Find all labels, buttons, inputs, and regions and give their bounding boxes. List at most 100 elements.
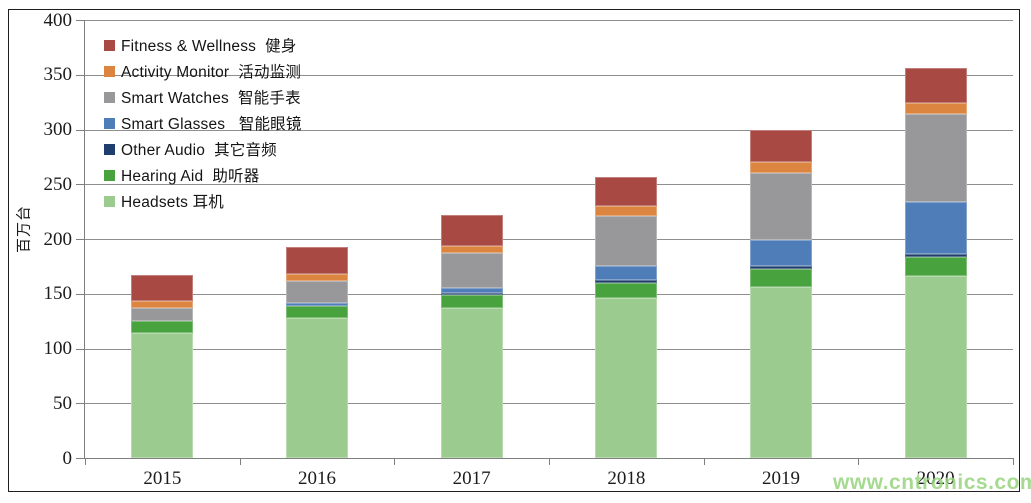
- bar-segment-smart-watches: [286, 280, 348, 303]
- bar-segment-other-audio: [595, 279, 658, 283]
- bar-segment-activity-monitor: [286, 274, 348, 281]
- legend: Fitness & Wellness 健身 Activity Monitor 活动…: [104, 32, 302, 214]
- bar-segment-hearing-aid: [440, 294, 503, 308]
- y-tick-mark: [76, 74, 85, 76]
- y-tick-label: 50: [53, 392, 72, 414]
- y-tick-label: 100: [43, 338, 73, 359]
- gridline: [85, 348, 1013, 350]
- y-tick-label: 0: [62, 447, 73, 469]
- y-tick-mark: [76, 239, 85, 240]
- bar-segment-smart-watches: [595, 216, 658, 267]
- y-tick-label: 400: [43, 9, 73, 31]
- x-category-label: 2016: [298, 468, 336, 489]
- x-category-label: 2019: [762, 468, 800, 489]
- x-category-label: 2018: [607, 468, 646, 489]
- bar-2019: [750, 129, 812, 458]
- bar-2018: [595, 176, 658, 458]
- y-tick-label: 250: [43, 173, 73, 195]
- bar-segment-fitness-wellness: [286, 246, 348, 275]
- bar-segment-smart-watches: [440, 253, 503, 289]
- gridline: [85, 293, 1013, 295]
- gridline: [85, 74, 1013, 76]
- bar-segment-fitness-wellness: [440, 214, 503, 246]
- legend-swatch-fitness-wellness: [104, 39, 115, 51]
- y-tick-mark: [76, 129, 85, 131]
- bar-segment-smart-glasses: [750, 240, 812, 267]
- legend-swatch-smart-glasses: [104, 117, 115, 129]
- legend-label-smart-watches: Smart Watches 智能手表: [121, 90, 301, 107]
- legend-item-headsets: Headsets 耳机: [104, 188, 302, 214]
- legend-item-fitness-wellness: Fitness & Wellness 健身: [104, 32, 302, 58]
- y-tick-label: 300: [43, 119, 73, 140]
- x-category-label: 2020: [916, 468, 955, 489]
- bar-segment-hearing-aid: [595, 282, 658, 299]
- x-category-label: 2017: [452, 468, 491, 489]
- bar-segment-fitness-wellness: [904, 68, 967, 104]
- bar-segment-hearing-aid: [131, 321, 194, 334]
- bar-segment-hearing-aid: [904, 256, 967, 277]
- legend-swatch-other-audio: [104, 143, 115, 155]
- bar-segment-headsets: [440, 308, 503, 458]
- x-tick-mark: [394, 459, 396, 465]
- bar-segment-other-audio: [904, 254, 967, 257]
- legend-label-fitness-wellness: Fitness & Wellness 健身: [121, 38, 297, 55]
- x-tick-mark: [549, 459, 550, 465]
- y-tick-label: 150: [43, 283, 73, 305]
- bar-segment-other-audio: [750, 266, 812, 269]
- bar-segment-headsets: [904, 276, 967, 458]
- bar-segment-hearing-aid: [750, 268, 812, 288]
- bar-segment-fitness-wellness: [750, 129, 812, 163]
- y-tick-mark: [76, 348, 85, 350]
- legend-label-other-audio: Other Audio 其它音频: [121, 142, 277, 159]
- legend-label-hearing-aid: Hearing Aid 助听器: [121, 168, 260, 185]
- bar-segment-smart-glasses: [286, 302, 348, 306]
- bar-segment-headsets: [131, 333, 194, 458]
- gridline: [85, 403, 1013, 405]
- x-tick-mark: [85, 459, 86, 465]
- x-tick-mark: [858, 459, 860, 465]
- bar-segment-other-audio: [440, 292, 503, 295]
- bar-segment-smart-watches: [131, 308, 194, 322]
- watermark: www.cntronics.com: [833, 471, 1031, 494]
- legend-label-activity-monitor: Activity Monitor 活动监测: [121, 64, 302, 81]
- legend-swatch-activity-monitor: [104, 65, 115, 77]
- bar-segment-activity-monitor: [750, 162, 812, 174]
- legend-label-headsets: Headsets 耳机: [121, 194, 224, 211]
- legend-label-smart-glasses: Smart Glasses 智能眼镜: [121, 116, 302, 133]
- x-tick-mark: [703, 459, 705, 465]
- bar-2016: [286, 246, 348, 458]
- bar-2020: [904, 68, 967, 458]
- gridline: [85, 129, 1013, 131]
- bar-segment-activity-monitor: [131, 301, 194, 309]
- plot-area: [85, 20, 1013, 458]
- bar-segment-headsets: [595, 298, 658, 458]
- y-tick-mark: [76, 184, 85, 186]
- bar-segment-activity-monitor: [440, 245, 503, 254]
- y-axis-title: 百万台: [15, 204, 33, 254]
- x-category-label: 2015: [143, 468, 182, 489]
- legend-item-other-audio: Other Audio 其它音频: [104, 136, 302, 162]
- legend-item-smart-glasses: Smart Glasses 智能眼镜: [104, 110, 302, 136]
- bar-2015: [131, 275, 194, 458]
- gridline: [85, 184, 1013, 186]
- bar-segment-activity-monitor: [904, 103, 967, 115]
- bar-segment-fitness-wellness: [595, 176, 658, 207]
- bar-segment-smart-glasses: [904, 201, 967, 255]
- y-tick-label: 350: [43, 64, 73, 86]
- y-tick-mark: [76, 458, 85, 459]
- legend-swatch-headsets: [104, 195, 115, 207]
- gridline: [85, 20, 1013, 21]
- legend-swatch-hearing-aid: [104, 169, 115, 181]
- bar-segment-smart-glasses: [595, 266, 658, 280]
- x-axis-line: [85, 458, 1014, 459]
- bar-segment-activity-monitor: [595, 206, 658, 217]
- y-tick-mark: [76, 20, 85, 21]
- legend-item-activity-monitor: Activity Monitor 活动监测: [104, 58, 302, 84]
- bar-segment-smart-watches: [750, 173, 812, 241]
- legend-swatch-smart-watches: [104, 91, 115, 103]
- gridline: [85, 239, 1013, 240]
- bar-segment-headsets: [286, 317, 348, 458]
- legend-item-smart-watches: Smart Watches 智能手表: [104, 84, 302, 110]
- bar-segment-hearing-aid: [286, 305, 348, 318]
